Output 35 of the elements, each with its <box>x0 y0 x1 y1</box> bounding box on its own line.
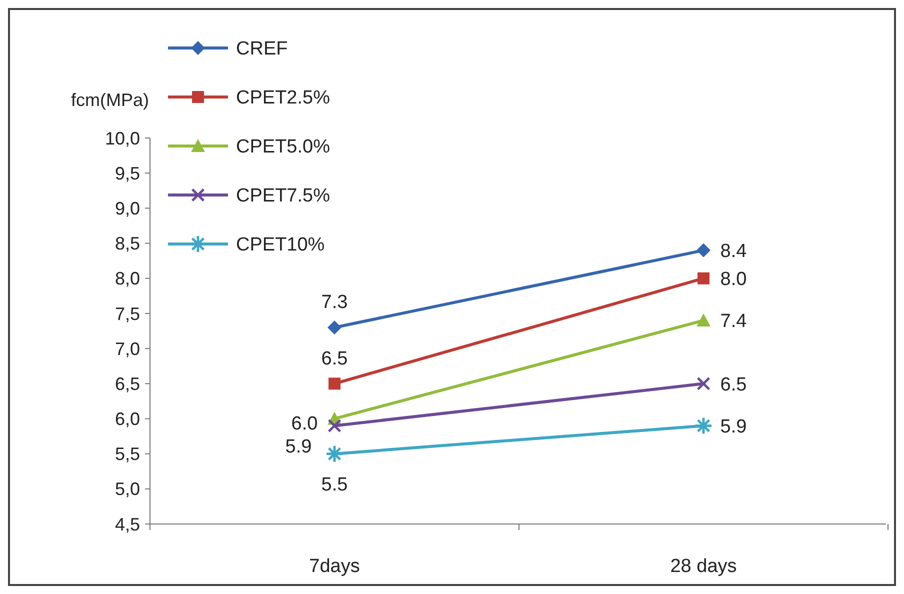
legend-label: CPET2.5% <box>236 88 330 109</box>
legend-label: CPET7.5% <box>236 186 330 207</box>
text: 7.3 <box>321 292 348 314</box>
y-tick-label: 8,5 <box>114 234 140 254</box>
x-tick-label: 28 days <box>670 556 737 577</box>
legend-label: CPET10% <box>236 234 325 256</box>
point <box>696 243 710 258</box>
text: 7.4 <box>720 311 747 332</box>
y-tick-label: 5,0 <box>114 479 140 500</box>
y-tick-label: 7,5 <box>114 304 140 324</box>
text: 5.9 <box>285 436 312 458</box>
y-tick-label: 5,5 <box>114 444 140 464</box>
y-tick-label: 8,0 <box>114 268 140 289</box>
text: 8.0 <box>720 269 747 290</box>
y-tick-label: 6,0 <box>114 409 140 430</box>
y-tick-label: 10,0 <box>104 128 140 148</box>
point <box>696 377 710 390</box>
x-tick-label: 7days <box>309 556 360 577</box>
point <box>328 320 342 334</box>
text: 8.4 <box>720 240 747 262</box>
y-tick-label: 9,5 <box>114 163 140 184</box>
y-tick-label: 9,0 <box>114 198 140 218</box>
text: 5.9 <box>720 416 747 438</box>
legend-label: CPET5.0% <box>236 136 330 158</box>
point <box>698 272 710 284</box>
text: 6.5 <box>720 374 747 396</box>
point <box>328 378 340 390</box>
y-tick-label: 7,0 <box>114 338 140 359</box>
y-tick-label: 4,5 <box>114 514 140 534</box>
text: 6.0 <box>291 413 318 434</box>
legend-label: CREF <box>236 38 288 60</box>
y-tick-label: 6,5 <box>114 374 140 394</box>
text: 5.5 <box>321 474 348 496</box>
y-axis-title: fcm(MPa) <box>71 90 149 110</box>
text: 6.5 <box>321 348 348 370</box>
